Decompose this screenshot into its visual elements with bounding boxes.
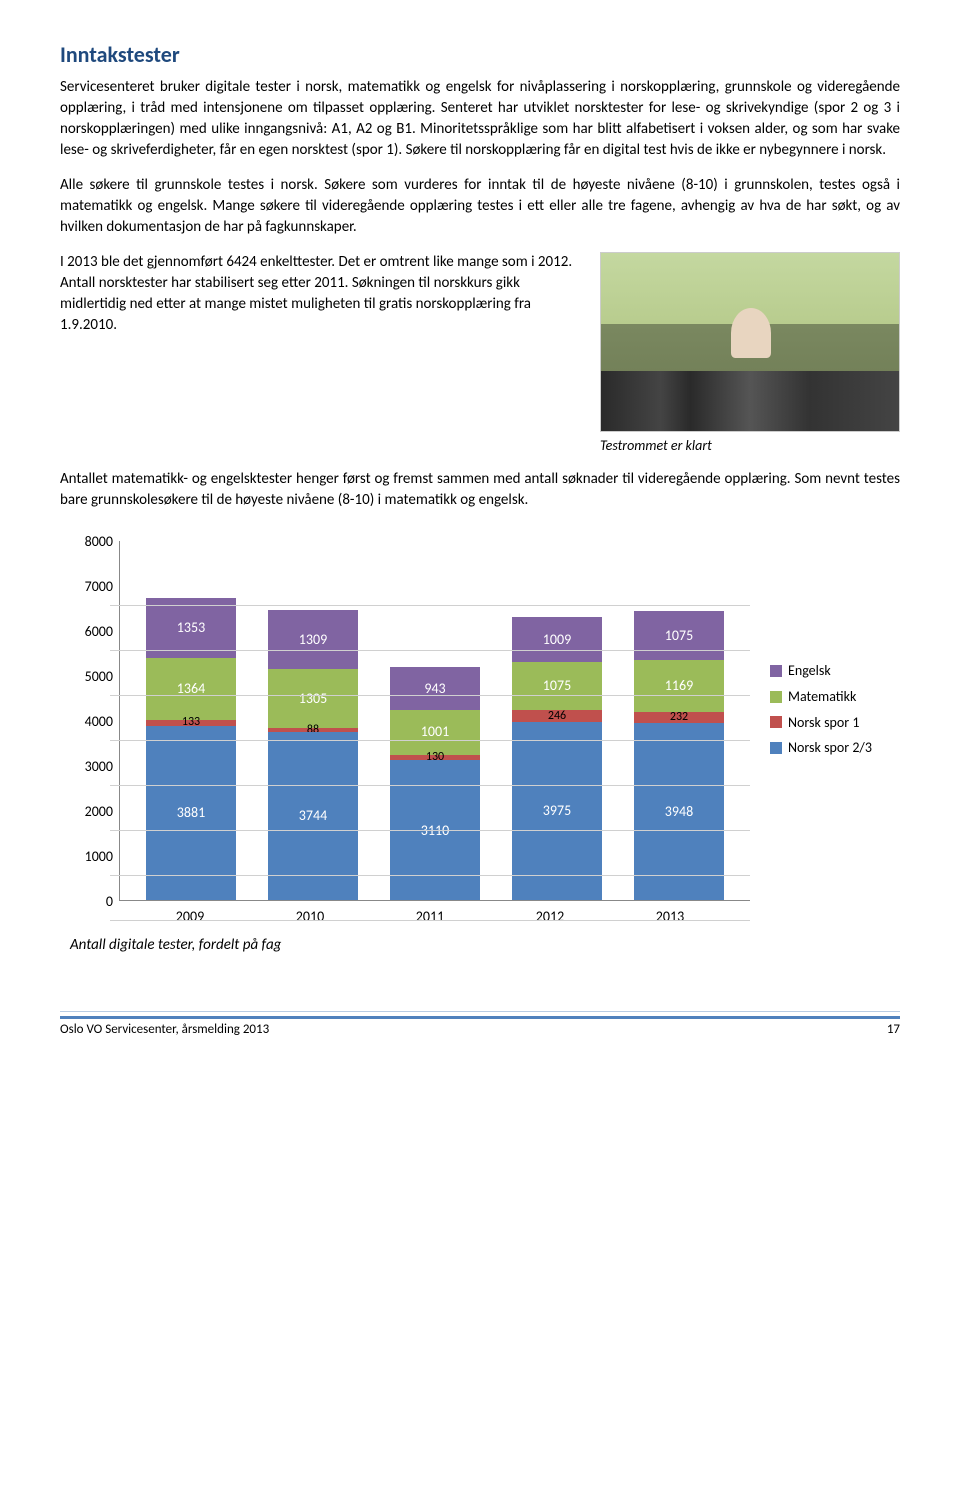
y-tick: 6000 (85, 622, 113, 642)
legend-label: Norsk spor 1 (788, 713, 859, 733)
footer-left: Oslo VO Servicesenter, årsmelding 2013 (60, 1021, 269, 1039)
legend-item: Engelsk (770, 661, 890, 681)
bar-group: 31101301001943 (390, 667, 480, 900)
bar-segment: 246 (512, 710, 602, 721)
legend-swatch (770, 665, 782, 677)
paragraph-2: Alle søkere til grunnskole testes i nors… (60, 175, 900, 238)
tests-chart: 0 1000 2000 3000 4000 5000 6000 7000 8000 388113… (60, 531, 900, 966)
y-tick: 3000 (85, 757, 113, 777)
bar-segment: 943 (390, 667, 480, 709)
legend-swatch (770, 716, 782, 728)
chart-caption: Antall digitale tester, fordelt på fag (70, 935, 890, 956)
y-tick: 4000 (85, 712, 113, 732)
y-tick: 1000 (85, 847, 113, 867)
x-label: 2010 (265, 907, 355, 927)
legend-item: Norsk spor 2/3 (770, 738, 890, 758)
legend-swatch (770, 691, 782, 703)
y-tick: 5000 (85, 667, 113, 687)
bar-group: 37448813051309 (268, 610, 358, 900)
y-tick: 0 (106, 892, 113, 912)
x-label: 2011 (385, 907, 475, 927)
x-label: 2013 (625, 907, 715, 927)
paragraph-3: I 2013 ble det gjennomført 6424 enkeltte… (60, 252, 580, 336)
bar-group: 388113313641353 (146, 598, 236, 901)
bar-segment: 232 (634, 712, 724, 722)
bar-segment: 3948 (634, 723, 724, 901)
bar-segment: 1001 (390, 710, 480, 755)
bar-segment: 1364 (146, 658, 236, 719)
bar-segment: 1075 (634, 611, 724, 659)
legend-item: Norsk spor 1 (770, 713, 890, 733)
page-footer: Oslo VO Servicesenter, årsmelding 2013 1… (60, 1016, 900, 1039)
x-label: 2012 (505, 907, 595, 927)
bar-group: 394823211691075 (634, 611, 724, 900)
footer-page-number: 17 (887, 1021, 900, 1039)
photo-caption: Testrommet er klart (600, 436, 900, 456)
bar-segment: 3975 (512, 722, 602, 901)
bar-segment: 1009 (512, 617, 602, 662)
legend-label: Engelsk (788, 661, 831, 681)
legend-label: Norsk spor 2/3 (788, 738, 872, 758)
legend-swatch (770, 742, 782, 754)
bar-segment: 1169 (634, 660, 724, 713)
test-room-photo (600, 252, 900, 432)
bar-segment: 1075 (512, 662, 602, 710)
paragraph-4: Antallet matematikk- og engelsktester he… (60, 469, 900, 511)
x-label: 2009 (145, 907, 235, 927)
legend-label: Matematikk (788, 687, 856, 707)
legend-item: Matematikk (770, 687, 890, 707)
y-tick: 8000 (85, 532, 113, 552)
y-tick: 7000 (85, 577, 113, 597)
bar-group: 397524610751009 (512, 617, 602, 901)
y-tick: 2000 (85, 802, 113, 822)
page-title: Inntakstester (60, 40, 900, 71)
paragraph-1: Servicesenteret bruker digitale tester i… (60, 77, 900, 161)
bar-segment: 1305 (268, 669, 358, 728)
bar-segment: 1309 (268, 610, 358, 669)
